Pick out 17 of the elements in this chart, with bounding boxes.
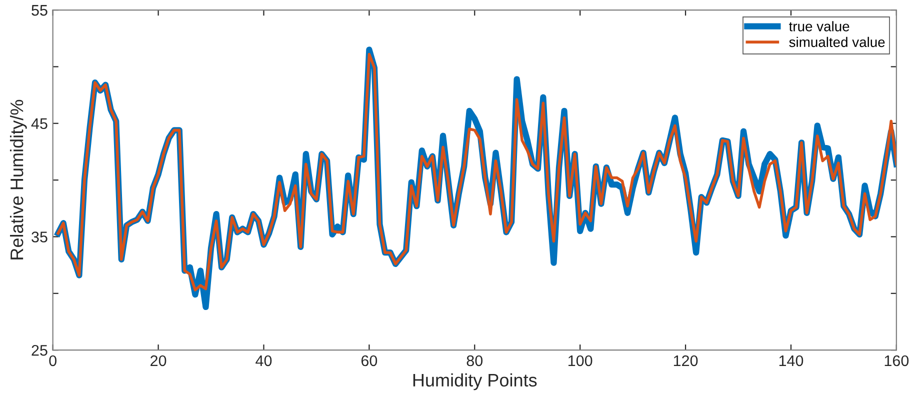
- x-tick-label: 140: [779, 355, 804, 366]
- legend-label: true value: [789, 21, 850, 32]
- y-tick-label: 25: [32, 344, 48, 356]
- x-tick-label: 20: [150, 355, 166, 366]
- y-axis-title: Relative Humidity/%: [10, 100, 27, 260]
- x-axis-title: Humidity Points: [413, 373, 537, 390]
- x-tick-label: 0: [49, 355, 56, 366]
- y-tick-label: 45: [31, 118, 48, 130]
- x-tick-label: 120: [674, 355, 698, 366]
- x-tick-label: 60: [361, 355, 378, 366]
- x-tick-label: 40: [256, 355, 272, 366]
- y-tick-label: 55: [32, 5, 48, 16]
- legend-label: simualted value: [789, 36, 885, 48]
- x-tick-label: 160: [884, 355, 909, 366]
- x-tick-label: 100: [568, 355, 592, 366]
- x-tick-label: 80: [466, 355, 483, 366]
- y-tick-label: 35: [32, 232, 48, 242]
